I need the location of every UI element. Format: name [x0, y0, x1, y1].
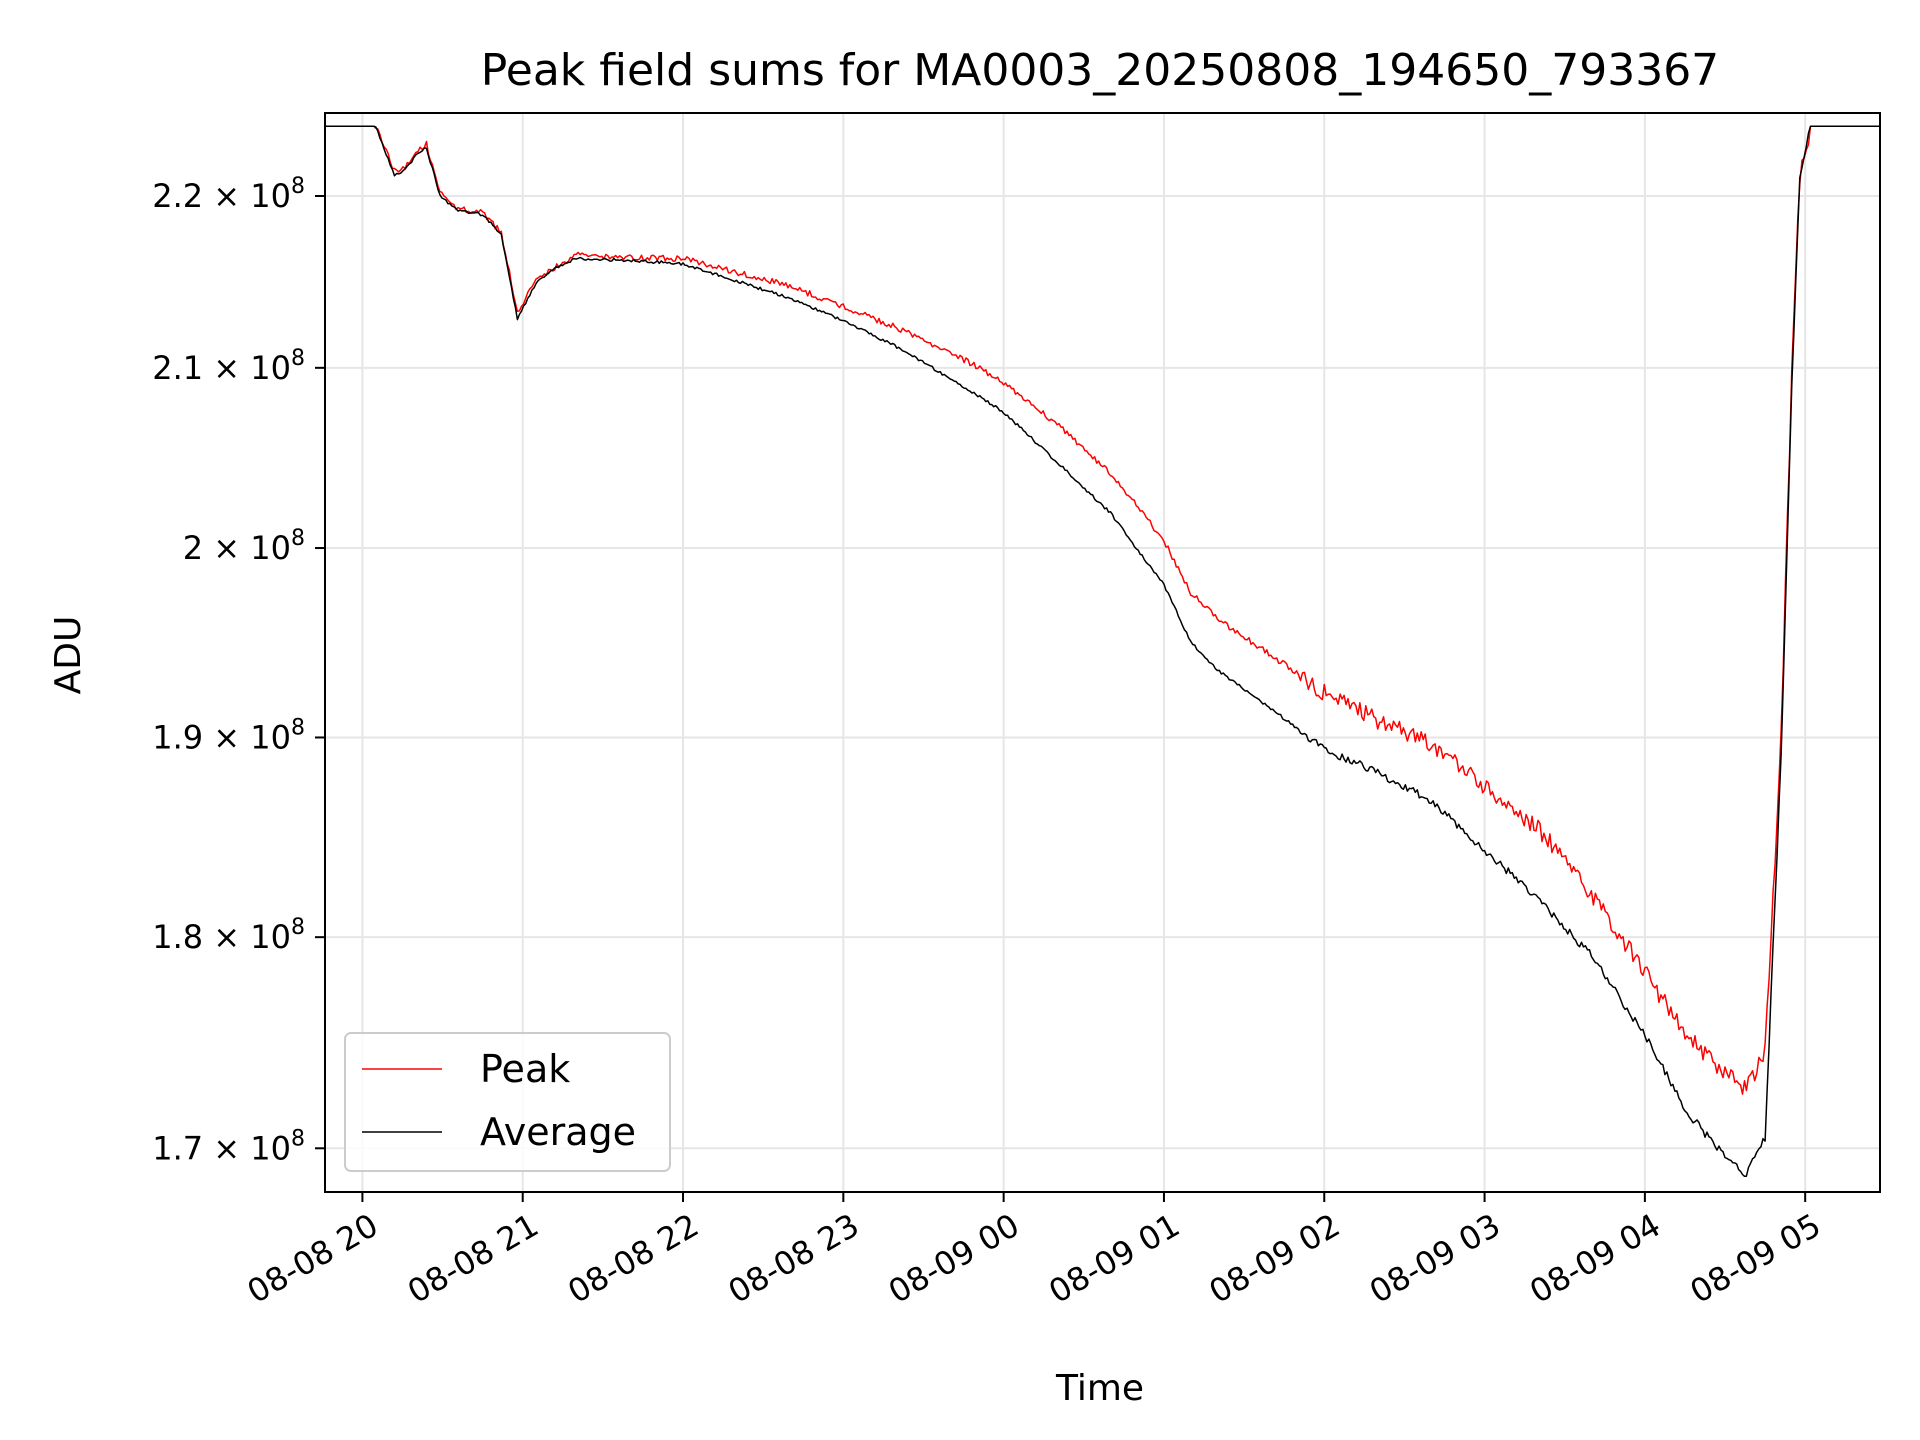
y-tick-label: 2 × 108 — [183, 526, 305, 567]
series-line-peak — [325, 125, 1880, 1095]
y-tick-mantissa: 2.2 — [152, 177, 203, 215]
legend: Peak Average — [344, 1032, 671, 1172]
x-tick-label: 08-09 03 — [1363, 1206, 1507, 1311]
x-tick-label: 08-08 21 — [401, 1206, 545, 1311]
y-tick-mantissa: 1.8 — [152, 918, 203, 956]
y-tick-exponent: 8 — [291, 174, 305, 199]
x-tick-label: 08-09 00 — [882, 1206, 1026, 1311]
x-tick-label: 08-08 23 — [722, 1206, 866, 1311]
y-tick-exponent: 8 — [291, 915, 305, 940]
x-tick-label: 08-08 22 — [561, 1206, 705, 1311]
plot-frame — [324, 112, 1881, 1193]
x-tick-label: 08-09 05 — [1684, 1206, 1828, 1311]
plot-series — [325, 125, 1880, 1178]
y-tick-label: 1.7 × 108 — [152, 1126, 305, 1167]
y-tick-times: × 10 — [203, 718, 291, 756]
series-line-average — [325, 125, 1880, 1178]
y-tick-label: 1.9 × 108 — [152, 715, 305, 756]
x-axis-ticks: 08-08 20 08-08 21 08-08 22 08-08 23 08-09 00… — [241, 1192, 1827, 1311]
x-tick-label: 08-09 01 — [1042, 1206, 1186, 1311]
y-tick-exponent: 8 — [291, 715, 305, 740]
x-axis-label: Time — [1055, 1368, 1144, 1409]
y-tick-exponent: 8 — [291, 1126, 305, 1151]
legend-label-peak: Peak — [480, 1047, 570, 1091]
y-tick-times: × 10 — [203, 1129, 291, 1167]
chart-title: Peak field sums for MA0003_20250808_1946… — [481, 45, 1719, 96]
x-tick-label: 08-09 02 — [1203, 1206, 1347, 1311]
y-tick-exponent: 8 — [291, 526, 305, 551]
y-tick-mantissa: 1.7 — [152, 1129, 203, 1167]
y-tick-mantissa: 1.9 — [152, 718, 203, 756]
y-tick-times: × 10 — [203, 349, 291, 387]
y-tick-times: × 10 — [203, 529, 291, 567]
y-tick-label: 2.1 × 108 — [152, 346, 305, 387]
legend-label-average: Average — [480, 1110, 636, 1154]
y-axis-label: ADU — [48, 616, 89, 695]
y-tick-times: × 10 — [203, 918, 291, 956]
x-tick-label: 08-08 20 — [241, 1206, 385, 1311]
x-tick-label: 08-09 04 — [1523, 1206, 1667, 1311]
y-tick-label: 2.2 × 108 — [152, 174, 305, 215]
legend-box — [344, 1032, 671, 1172]
grid — [325, 113, 1880, 1192]
y-tick-mantissa: 2.1 — [152, 349, 203, 387]
y-tick-mantissa: 2 — [183, 529, 203, 567]
y-tick-label: 1.8 × 108 — [152, 915, 305, 956]
y-tick-times: × 10 — [203, 177, 291, 215]
y-tick-exponent: 8 — [291, 346, 305, 371]
